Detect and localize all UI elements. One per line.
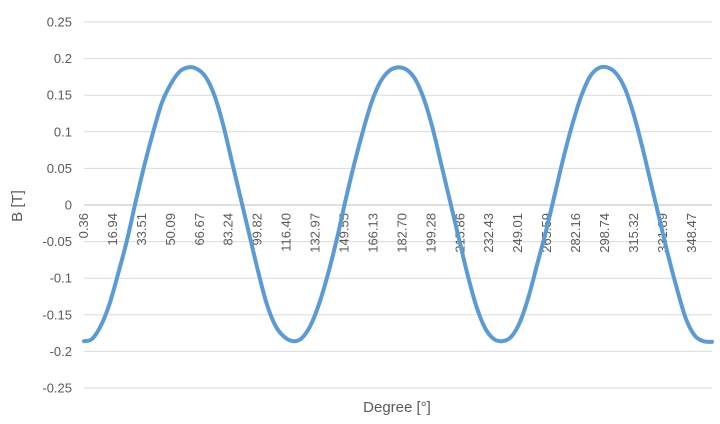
x-tick-label: 66.67 [192, 213, 207, 246]
y-tick-label: 0 [65, 198, 72, 213]
series-line [82, 64, 714, 344]
x-tick-label: 315.32 [626, 213, 641, 253]
y-tick-label: -0.25 [42, 381, 72, 396]
y-tick-label: 0.2 [54, 51, 72, 66]
y-tick-label: -0.2 [50, 344, 72, 359]
x-tick-label: 199.28 [423, 213, 438, 253]
y-axis-ticks: 0.25 0.2 0.15 0.1 0.05 0 -0.05 -0.1 -0.15 -0.2 -0.… [42, 15, 72, 396]
x-tick-label: 166.13 [365, 213, 380, 253]
x-tick-label: 348.47 [684, 213, 699, 253]
y-tick-label: -0.05 [42, 234, 72, 249]
x-tick-label: 298.74 [597, 213, 612, 253]
x-tick-label: 132.97 [308, 213, 323, 253]
x-tick-label: 83.24 [221, 213, 236, 246]
y-tick-label: -0.1 [50, 271, 72, 286]
x-tick-label: 232.43 [481, 213, 496, 253]
y-tick-label: -0.15 [42, 307, 72, 322]
x-tick-label: 50.09 [163, 213, 178, 246]
x-axis-title: Degree [°] [363, 399, 431, 416]
series-layer [82, 64, 714, 344]
x-tick-label: 99.82 [250, 213, 265, 246]
x-tick-label: 16.94 [105, 213, 120, 246]
x-tick-label: 33.51 [134, 213, 149, 246]
y-tick-label: 0.1 [54, 124, 72, 139]
y-axis-title: B [T] [9, 190, 26, 222]
x-axis-ticks: 0.36 16.94 33.51 50.09 66.67 83.24 99.82 116.40… [76, 213, 699, 253]
x-tick-label: 282.16 [568, 213, 583, 253]
x-tick-label: 249.01 [510, 213, 525, 253]
y-tick-label: 0.15 [47, 88, 72, 103]
x-tick-label: 116.40 [279, 213, 294, 252]
y-tick-label: 0.25 [47, 15, 72, 30]
y-tick-label: 0.05 [47, 161, 72, 176]
x-tick-label: 182.70 [394, 213, 409, 253]
x-tick-label: 0.36 [76, 213, 91, 238]
